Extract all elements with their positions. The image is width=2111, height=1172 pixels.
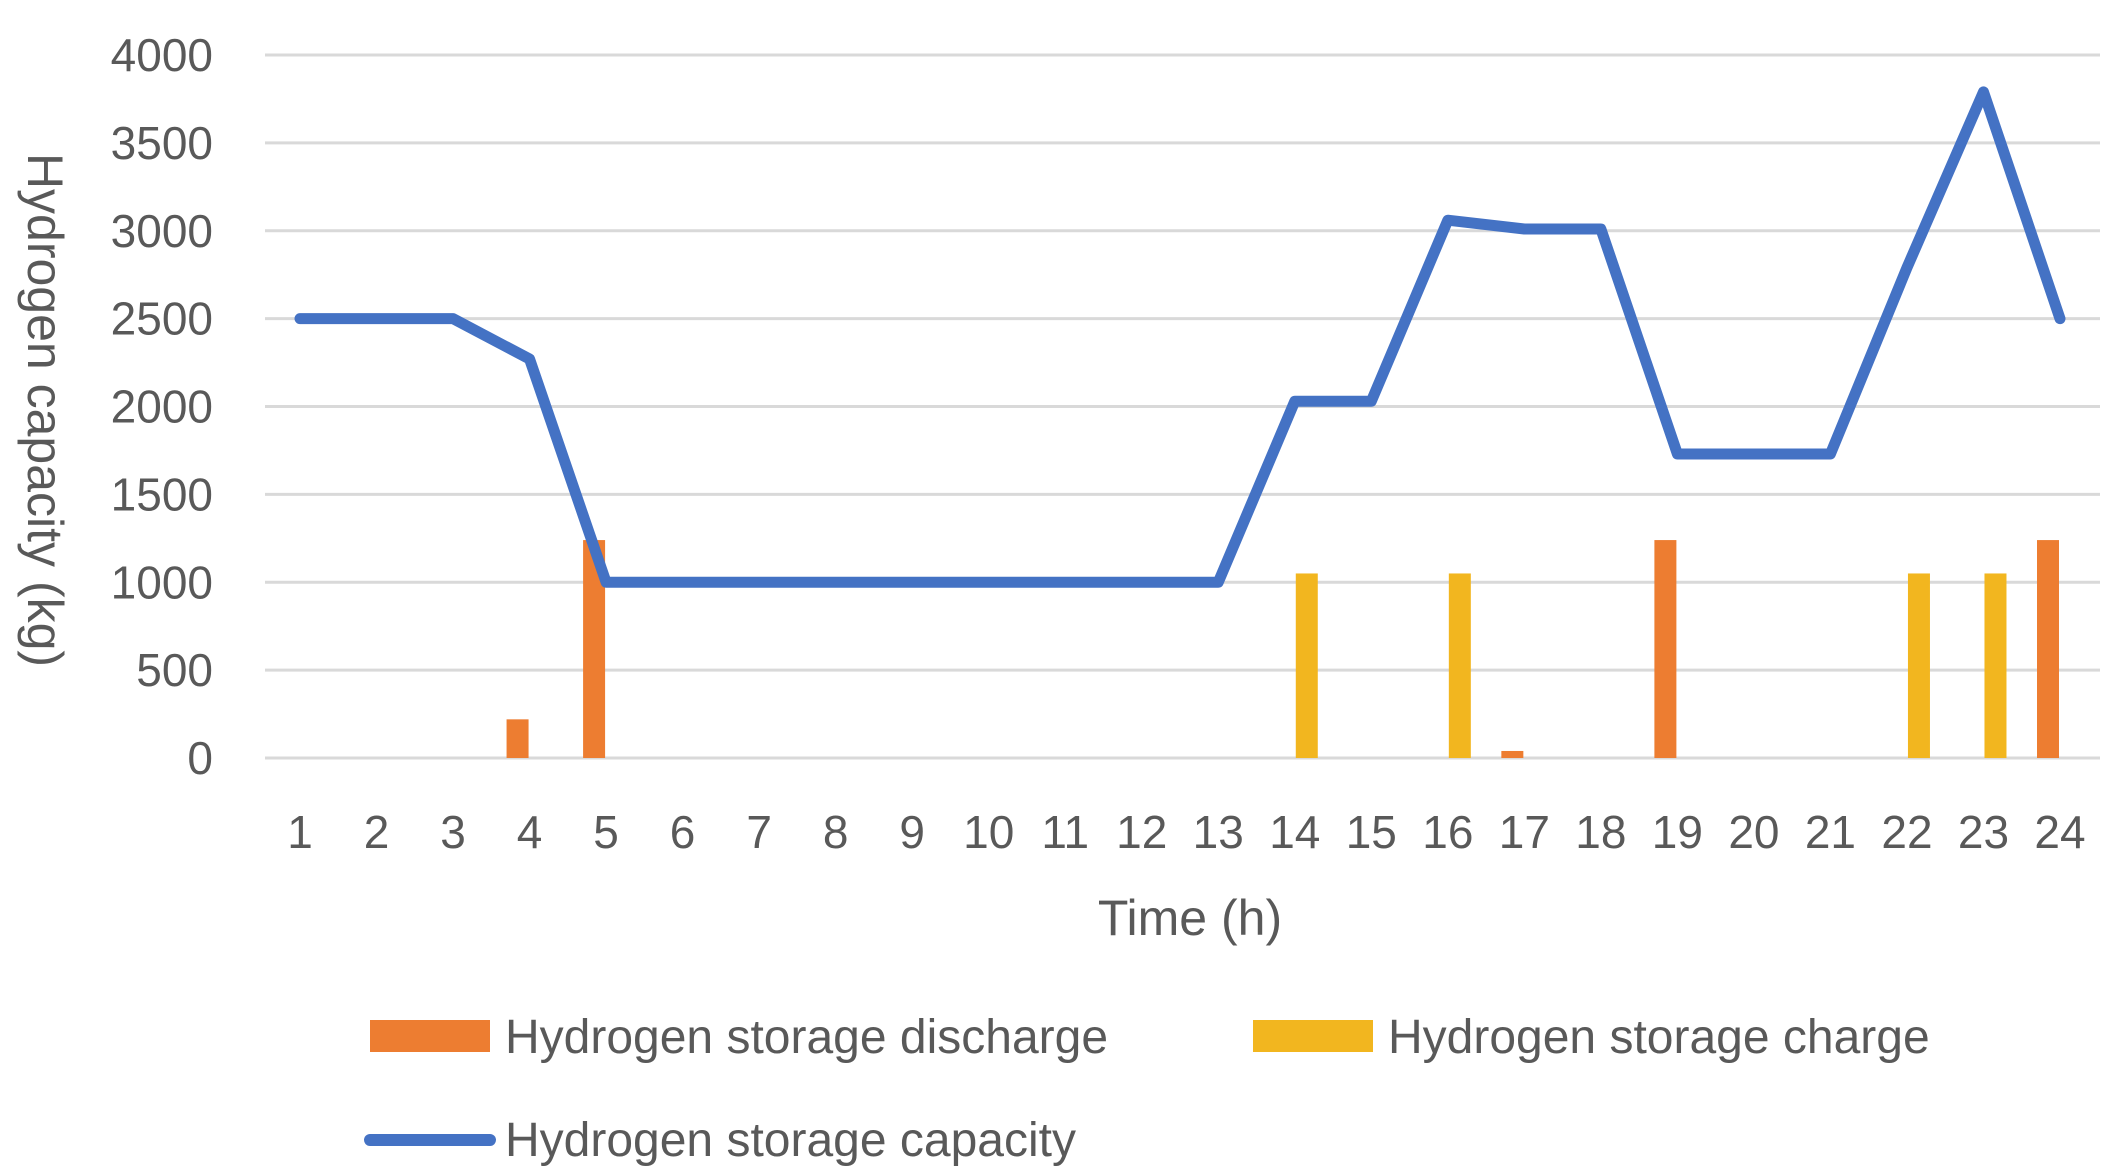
charge-bar [1907, 573, 1930, 758]
y-tick-label: 0 [187, 732, 213, 784]
x-tick-label: 17 [1499, 806, 1550, 858]
x-tick-label: 21 [1805, 806, 1856, 858]
y-tick-label: 3000 [111, 205, 213, 257]
x-tick-label: 6 [670, 806, 696, 858]
x-tick-label: 8 [823, 806, 849, 858]
x-tick-label: 7 [746, 806, 772, 858]
x-tick-label: 24 [2034, 806, 2085, 858]
discharge-bar [1654, 540, 1677, 758]
x-tick-label: 19 [1652, 806, 1703, 858]
y-tick-label: 4000 [111, 29, 213, 81]
discharge-bar [583, 540, 606, 758]
x-tick-label: 18 [1575, 806, 1626, 858]
y-tick-label: 1000 [111, 556, 213, 608]
legend-swatch-charge [1253, 1020, 1373, 1052]
y-axis-title: Hydrogen capacity (kg) [17, 153, 73, 667]
discharge-bar [506, 719, 529, 758]
x-tick-label: 16 [1422, 806, 1473, 858]
legend-label-capacity: Hydrogen storage capacity [505, 1114, 1076, 1167]
charge-bar [1448, 573, 1471, 758]
x-tick-label: 3 [440, 806, 466, 858]
x-tick-label: 11 [1041, 806, 1089, 858]
x-axis-title: Time (h) [1098, 890, 1282, 946]
bars [506, 540, 2059, 758]
discharge-bar [1501, 750, 1524, 758]
x-tick-label: 2 [364, 806, 390, 858]
x-tick-label: 9 [899, 806, 925, 858]
y-tick-label: 1500 [111, 468, 213, 520]
x-tick-label: 15 [1346, 806, 1397, 858]
capacity-line [294, 86, 2066, 588]
y-axis-ticks: 0 500 1000 1500 2000 2500 3000 3500 4000 [111, 29, 213, 784]
legend-swatch-discharge [370, 1020, 490, 1052]
y-tick-label: 3500 [111, 117, 213, 169]
x-tick-label: 10 [963, 806, 1014, 858]
y-tick-label: 500 [136, 644, 213, 696]
x-tick-label: 4 [517, 806, 543, 858]
x-tick-label: 1 [287, 806, 313, 858]
capacity-line-layer [294, 86, 2066, 588]
charge-bar [1984, 573, 2007, 758]
x-tick-label: 20 [1728, 806, 1779, 858]
legend: Hydrogen storage discharge Hydrogen stor… [364, 1011, 1930, 1167]
legend-label-charge: Hydrogen storage charge [1388, 1011, 1930, 1064]
x-tick-label: 5 [593, 806, 619, 858]
x-tick-label: 22 [1881, 806, 1932, 858]
x-axis-ticks: 1 2 3 4 5 6 7 8 9 10 11 12 13 14 15 16 17 18 19 20 21 22 23 24 [287, 806, 2085, 858]
x-tick-label: 23 [1958, 806, 2009, 858]
legend-label-discharge: Hydrogen storage discharge [505, 1011, 1108, 1064]
y-tick-label: 2000 [111, 381, 213, 433]
x-tick-label: 14 [1269, 806, 1320, 858]
charge-bar [1295, 573, 1318, 758]
x-tick-label: 13 [1193, 806, 1244, 858]
discharge-bar [2037, 540, 2059, 758]
x-tick-label: 12 [1116, 806, 1167, 858]
y-tick-label: 2500 [111, 293, 213, 345]
